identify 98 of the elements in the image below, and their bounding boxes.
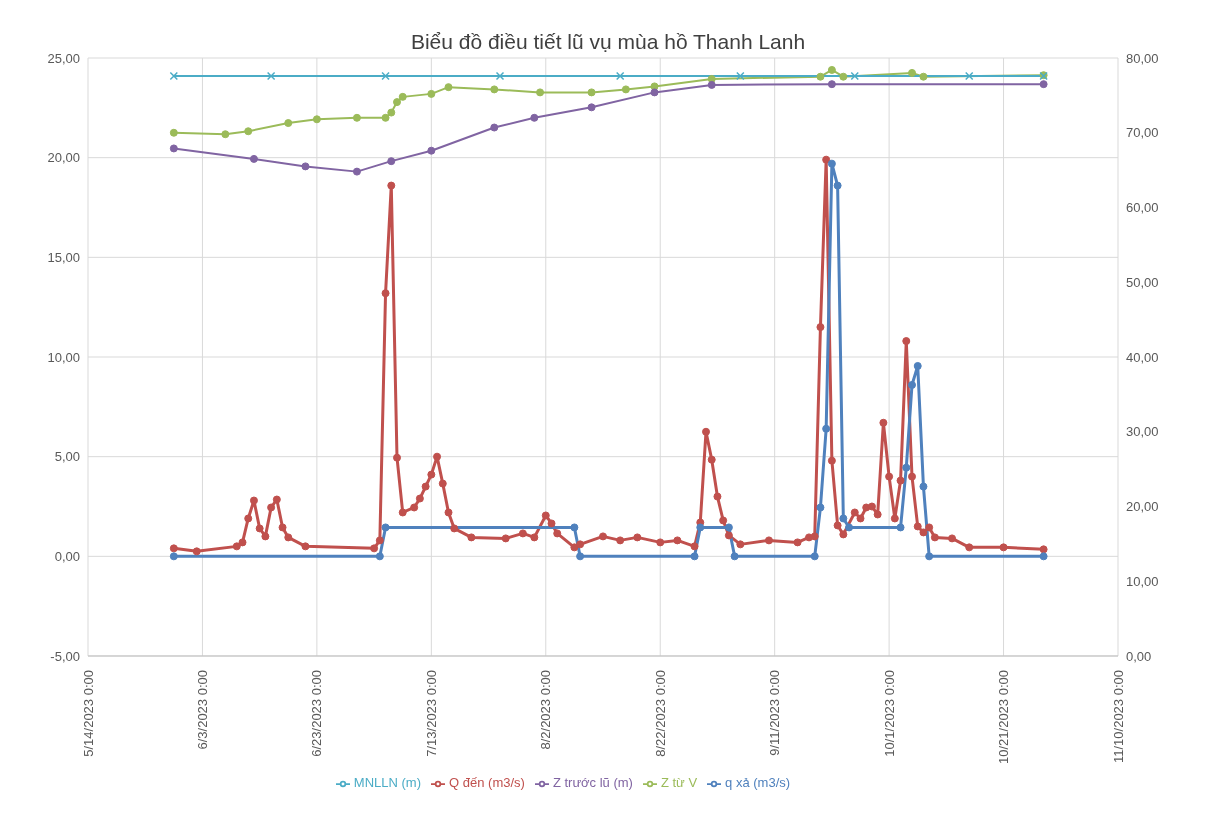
point (822, 424, 831, 433)
point (833, 181, 842, 190)
point (587, 103, 596, 112)
point (284, 119, 293, 128)
y-tick-label: 5,00 (54, 449, 80, 465)
point (495, 71, 505, 81)
point (266, 71, 276, 81)
point (387, 157, 396, 166)
point (707, 74, 716, 83)
point (249, 154, 258, 163)
y-tick-label: 10,00 (47, 349, 80, 365)
y-tick-label: 20,00 (47, 150, 80, 166)
point (169, 552, 178, 561)
point (490, 123, 499, 132)
y2-tick-label: 50,00 (1126, 274, 1159, 290)
x-tick-label: 9/11/2023 0:00 (767, 670, 783, 756)
point (736, 71, 745, 81)
point (724, 523, 733, 532)
point (444, 83, 453, 92)
point (530, 113, 539, 122)
y2-tick-label: 20,00 (1126, 499, 1159, 515)
point (827, 65, 836, 74)
legend-label: Q đến (m3/s) (449, 775, 525, 790)
point (381, 523, 390, 532)
y-tick-label: 15,00 (47, 249, 80, 265)
point (587, 88, 596, 97)
chart-title: Biểu đồ điều tiết lũ vụ mùa hồ Thanh Lanh (410, 30, 806, 53)
x-tick-label: 10/1/2023 0:00 (881, 670, 897, 757)
point (816, 503, 825, 512)
x-tick-label: 8/2/2023 0:00 (538, 670, 554, 750)
point (816, 72, 825, 81)
y-tick-label: -5,00 (50, 648, 80, 664)
point (375, 552, 384, 561)
point (913, 361, 922, 370)
point (827, 159, 836, 168)
point (827, 80, 836, 89)
point (919, 482, 928, 491)
y2-tick-label: 30,00 (1126, 424, 1159, 440)
point (908, 380, 916, 389)
point (696, 523, 705, 532)
y2-tick-label: 0,00 (1126, 648, 1152, 664)
x-tick-label: 5/14/2023 0:00 (80, 670, 96, 757)
legend-label: Z từ V (660, 775, 698, 790)
x-tick-label: 10/21/2023 0:00 (996, 670, 1012, 764)
x-tick-label: 8/22/2023 0:00 (652, 670, 668, 757)
point (352, 113, 361, 122)
point (398, 92, 407, 101)
point (381, 113, 390, 122)
point (850, 71, 860, 81)
point (169, 144, 178, 153)
x-tick-label: 7/13/2023 0:00 (423, 670, 439, 757)
point (902, 463, 911, 472)
point (352, 167, 361, 176)
point (576, 552, 585, 561)
point (1039, 552, 1048, 561)
point (244, 127, 253, 136)
point (221, 130, 230, 139)
point (925, 552, 934, 561)
point (536, 88, 545, 97)
point (393, 98, 401, 107)
x-tick-label: 6/23/2023 0:00 (309, 670, 325, 757)
point (312, 115, 321, 124)
point (169, 71, 179, 81)
legend-label: q xả (m3/s) (725, 775, 791, 790)
legend-label: Z trước lũ (m) (552, 775, 633, 790)
point (301, 162, 310, 171)
point (964, 71, 974, 81)
point (169, 128, 178, 137)
point (570, 523, 579, 532)
legend-label: MNLLN (m) (353, 775, 422, 790)
y-tick-label: 25,00 (47, 50, 80, 66)
point (908, 68, 916, 77)
point (427, 146, 436, 155)
point (839, 514, 848, 523)
point (810, 552, 819, 561)
point (839, 72, 848, 81)
x-tick-label: 6/3/2023 0:00 (194, 670, 210, 750)
point (730, 552, 739, 561)
y2-tick-label: 70,00 (1126, 125, 1159, 141)
y-tick-label: 0,00 (54, 548, 80, 564)
point (896, 523, 905, 532)
y2-tick-label: 80,00 (1126, 50, 1159, 66)
point (387, 108, 396, 117)
point (427, 89, 436, 98)
point (919, 72, 928, 81)
point (621, 85, 630, 94)
point (707, 80, 716, 89)
point (381, 71, 390, 81)
x-tick-label: 11/10/2023 0:00 (1110, 670, 1126, 764)
point (845, 523, 854, 532)
point (1039, 80, 1048, 89)
y2-tick-label: 60,00 (1126, 200, 1159, 216)
point (690, 552, 699, 561)
y2-tick-label: 10,00 (1126, 573, 1159, 589)
point (615, 71, 625, 81)
point (490, 85, 499, 94)
y2-tick-label: 40,00 (1126, 349, 1159, 365)
point (650, 88, 659, 97)
